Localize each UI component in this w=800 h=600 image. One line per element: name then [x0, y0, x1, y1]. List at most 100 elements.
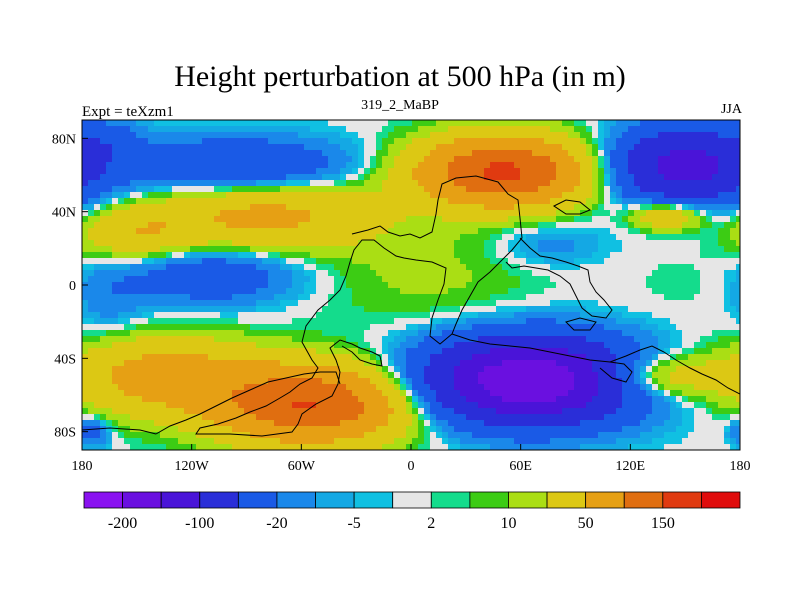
- field-cell: [112, 348, 119, 355]
- field-cell: [526, 216, 533, 223]
- field-cell: [370, 252, 377, 259]
- field-cell: [322, 288, 329, 295]
- field-cell: [118, 372, 125, 379]
- field-cell: [646, 330, 653, 337]
- field-cell: [676, 198, 683, 205]
- field-cell: [736, 126, 740, 133]
- field-cell: [352, 270, 359, 277]
- field-cell: [550, 216, 557, 223]
- field-cell: [178, 186, 185, 193]
- field-cell: [508, 186, 515, 193]
- field-cell: [268, 264, 275, 271]
- field-cell: [358, 318, 365, 325]
- field-cell: [574, 372, 581, 379]
- field-cell: [640, 252, 647, 259]
- field-cell: [148, 324, 155, 331]
- field-cell: [340, 246, 347, 253]
- field-cell: [652, 228, 659, 235]
- field-cell: [88, 336, 95, 343]
- field-cell: [220, 216, 227, 223]
- field-cell: [172, 294, 179, 301]
- field-cell: [256, 306, 263, 313]
- field-cell: [388, 342, 395, 349]
- field-cell: [508, 294, 515, 301]
- field-cell: [700, 180, 707, 187]
- field-cell: [124, 294, 131, 301]
- field-cell: [676, 342, 683, 349]
- field-cell: [574, 336, 581, 343]
- field-cell: [718, 216, 725, 223]
- field-cell: [316, 390, 323, 397]
- field-cell: [166, 306, 173, 313]
- field-cell: [130, 240, 137, 247]
- field-cell: [706, 228, 713, 235]
- field-cell: [298, 144, 305, 151]
- field-cell: [184, 192, 191, 199]
- field-cell: [190, 210, 197, 217]
- field-cell: [298, 270, 305, 277]
- field-cell: [364, 198, 371, 205]
- field-cell: [616, 240, 623, 247]
- field-cell: [484, 192, 491, 199]
- field-cell: [394, 264, 401, 271]
- field-cell: [388, 330, 395, 337]
- field-cell: [220, 192, 227, 199]
- field-cell: [580, 354, 587, 361]
- field-cell: [274, 360, 281, 367]
- field-cell: [214, 366, 221, 373]
- field-cell: [334, 144, 341, 151]
- field-cell: [388, 348, 395, 355]
- field-cell: [610, 294, 617, 301]
- field-cell: [502, 288, 509, 295]
- field-cell: [610, 180, 617, 187]
- field-cell: [544, 210, 551, 217]
- field-cell: [514, 180, 521, 187]
- field-cell: [394, 336, 401, 343]
- field-cell: [148, 234, 155, 241]
- field-cell: [712, 330, 719, 337]
- field-cell: [640, 324, 647, 331]
- field-cell: [136, 198, 143, 205]
- field-cell: [136, 246, 143, 253]
- field-cell: [706, 270, 713, 277]
- field-cell: [394, 222, 401, 229]
- field-cell: [364, 138, 371, 145]
- field-cell: [82, 234, 89, 241]
- field-cell: [160, 186, 167, 193]
- field-cell: [364, 240, 371, 247]
- field-cell: [736, 330, 740, 337]
- field-cell: [676, 282, 683, 289]
- field-cell: [556, 330, 563, 337]
- field-cell: [580, 300, 587, 307]
- field-cell: [628, 162, 635, 169]
- field-cell: [628, 234, 635, 241]
- field-cell: [172, 156, 179, 163]
- field-cell: [418, 252, 425, 259]
- field-cell: [322, 234, 329, 241]
- field-cell: [196, 240, 203, 247]
- field-cell: [610, 162, 617, 169]
- field-cell: [460, 366, 467, 373]
- field-cell: [418, 180, 425, 187]
- field-cell: [250, 324, 257, 331]
- field-cell: [232, 330, 239, 337]
- field-cell: [346, 276, 353, 283]
- field-cell: [562, 156, 569, 163]
- field-cell: [460, 336, 467, 343]
- field-cell: [688, 300, 695, 307]
- field-cell: [466, 384, 473, 391]
- field-cell: [178, 378, 185, 385]
- field-cell: [634, 342, 641, 349]
- field-cell: [568, 282, 575, 289]
- field-cell: [280, 216, 287, 223]
- field-cell: [376, 282, 383, 289]
- field-cell: [724, 336, 731, 343]
- field-cell: [580, 366, 587, 373]
- field-cell: [232, 354, 239, 361]
- field-cell: [526, 276, 533, 283]
- field-cell: [676, 294, 683, 301]
- field-cell: [220, 210, 227, 217]
- field-cell: [172, 150, 179, 157]
- field-cell: [610, 276, 617, 283]
- field-cell: [658, 294, 665, 301]
